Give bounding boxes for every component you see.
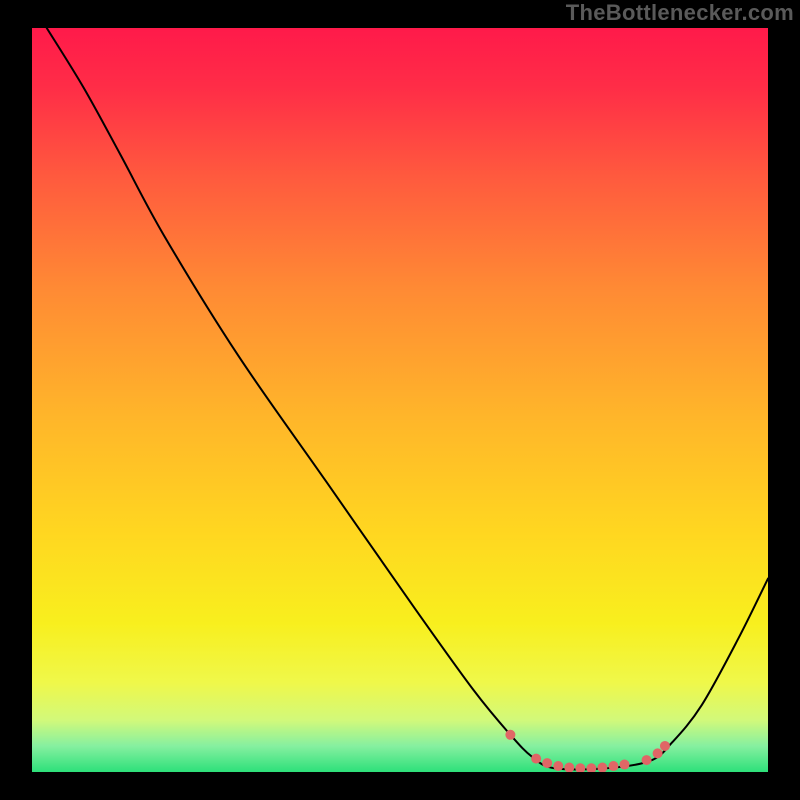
optimal-marker: [660, 741, 670, 751]
gradient-background: [32, 28, 768, 772]
optimal-marker: [653, 748, 663, 758]
plot-area: [32, 28, 768, 772]
chart-container: TheBottlenecker.com: [0, 0, 800, 800]
optimal-marker: [608, 761, 618, 771]
optimal-marker: [553, 761, 563, 771]
plot-svg: [32, 28, 768, 772]
watermark-text: TheBottlenecker.com: [566, 0, 794, 26]
optimal-marker: [642, 755, 652, 765]
optimal-marker: [531, 754, 541, 764]
optimal-marker: [542, 758, 552, 768]
optimal-marker: [505, 730, 515, 740]
optimal-marker: [619, 760, 629, 770]
